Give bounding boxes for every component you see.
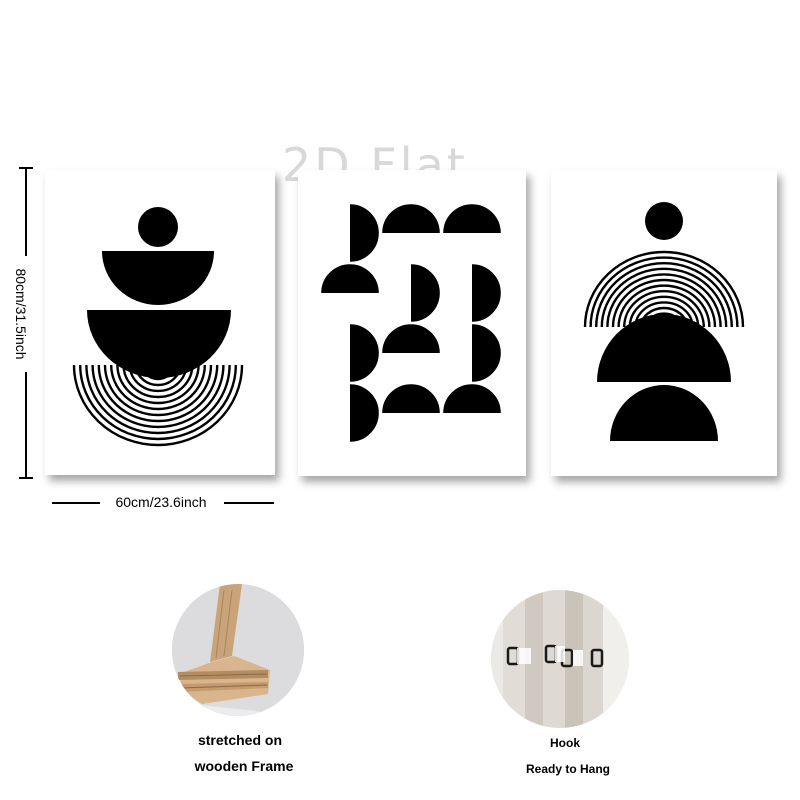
height-label: 80cm/31.5inch [13,256,29,372]
half-circle-rings [349,401,362,425]
half-circle-rings [349,328,375,378]
canvas-panel-left [45,170,275,475]
half-circle-rings [391,393,431,414]
half-circle-solid [350,205,378,261]
half-circle-rings [382,384,440,414]
half-circle-rings [395,337,427,354]
half-circle-rings [471,333,492,373]
half-circle-rings [382,324,440,354]
arch-stack-artwork [583,202,745,441]
wooden-frame-caption-line2: wooden Frame [194,758,294,774]
half-circle-rings [471,328,497,378]
half-circle-rings [404,226,418,234]
half-circle-rings [349,397,366,429]
half-circle-solid [444,385,500,413]
half-circle-solid [444,205,500,233]
half-circle-solid [472,265,500,321]
half-circle-rings [471,346,479,360]
width-label: 60cm/23.6inch [115,494,207,510]
wooden-frame-photo [172,584,304,716]
half-circle-rings [399,341,423,354]
half-circle-rings [349,346,357,360]
canvas-panel-right [551,170,777,476]
width-dimension-line-left [52,502,100,504]
half-circle-rings [349,406,357,420]
width-dimension-line-right [224,502,274,504]
wooden-frame-caption-line1: stretched on [197,732,282,748]
half-circle-rings [404,406,418,414]
half-circle-rings [349,324,379,382]
half-circle-rings [382,204,440,234]
half-circle-rings [471,341,484,365]
hook-caption-line1: Hook [550,736,580,750]
half-circle-rings [349,341,362,365]
half-circle-rings [399,221,423,234]
half-circle-rings [404,346,418,354]
half-circle-rings [391,213,431,234]
half-circle-rings [349,333,370,373]
half-circle-rings [386,388,436,414]
hook-photo [491,590,629,728]
half-circle-rings [386,208,436,234]
half-circle-solid [411,265,439,321]
half-circle-rings [391,333,431,354]
hook-caption-line2: Ready to Hang [525,762,610,776]
half-circle-rings [349,384,379,442]
stacked-shapes-artwork [72,207,244,447]
height-dimension-cap-top [19,167,33,169]
height-dimension-cap-bottom [19,477,33,479]
half-circle-rings [471,324,501,382]
half-circle-rings [395,217,427,234]
half-circle-rings [386,328,436,354]
half-circle-rings [395,397,427,414]
half-circle-rings [471,337,488,369]
canvas-panel-middle [298,170,526,476]
half-circle-grid-artwork [321,204,501,442]
half-circle-rings [349,393,370,433]
half-circle-rings [399,401,423,414]
half-circle-rings [349,337,366,369]
half-circle-rings [349,388,375,438]
half-circle-solid [322,265,378,293]
